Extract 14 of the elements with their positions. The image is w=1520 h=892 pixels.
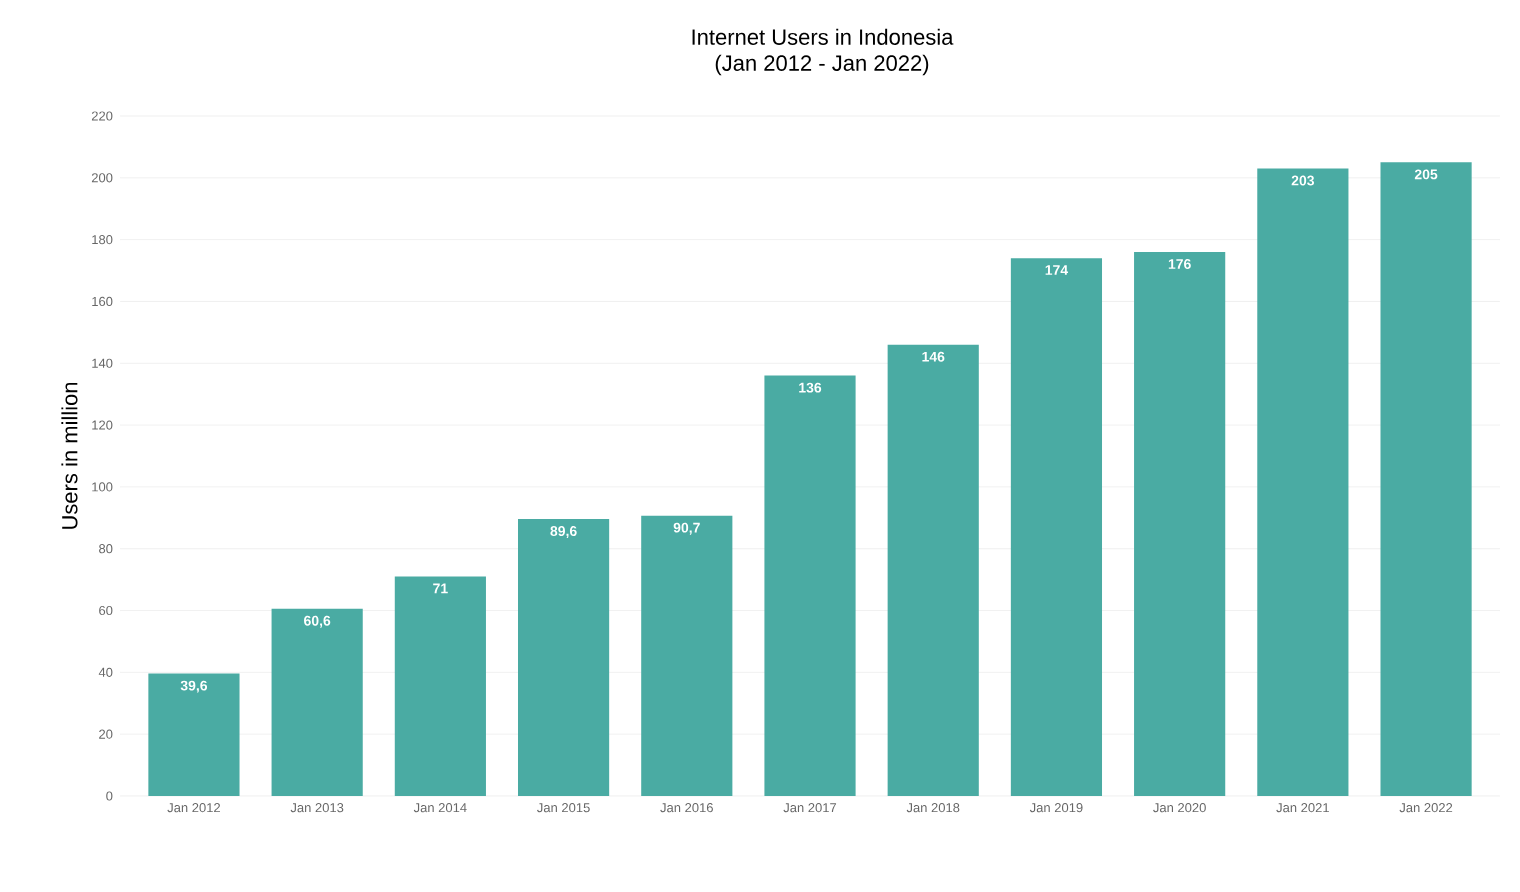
bar (1010, 258, 1103, 796)
bar (764, 375, 856, 796)
y-axis-title: Users in million (61, 382, 78, 529)
bar (271, 608, 363, 796)
bar (518, 519, 610, 796)
bar (641, 515, 733, 796)
chart-title: Internet Users in Indonesia (692, 28, 954, 45)
bar (394, 576, 486, 796)
bar (148, 673, 240, 796)
bar (1257, 168, 1349, 796)
bar (1134, 251, 1226, 796)
chart-subtitle: (Jan 2012 - Jan 2022) (715, 54, 929, 76)
bar (1380, 162, 1472, 796)
bar (887, 344, 979, 796)
